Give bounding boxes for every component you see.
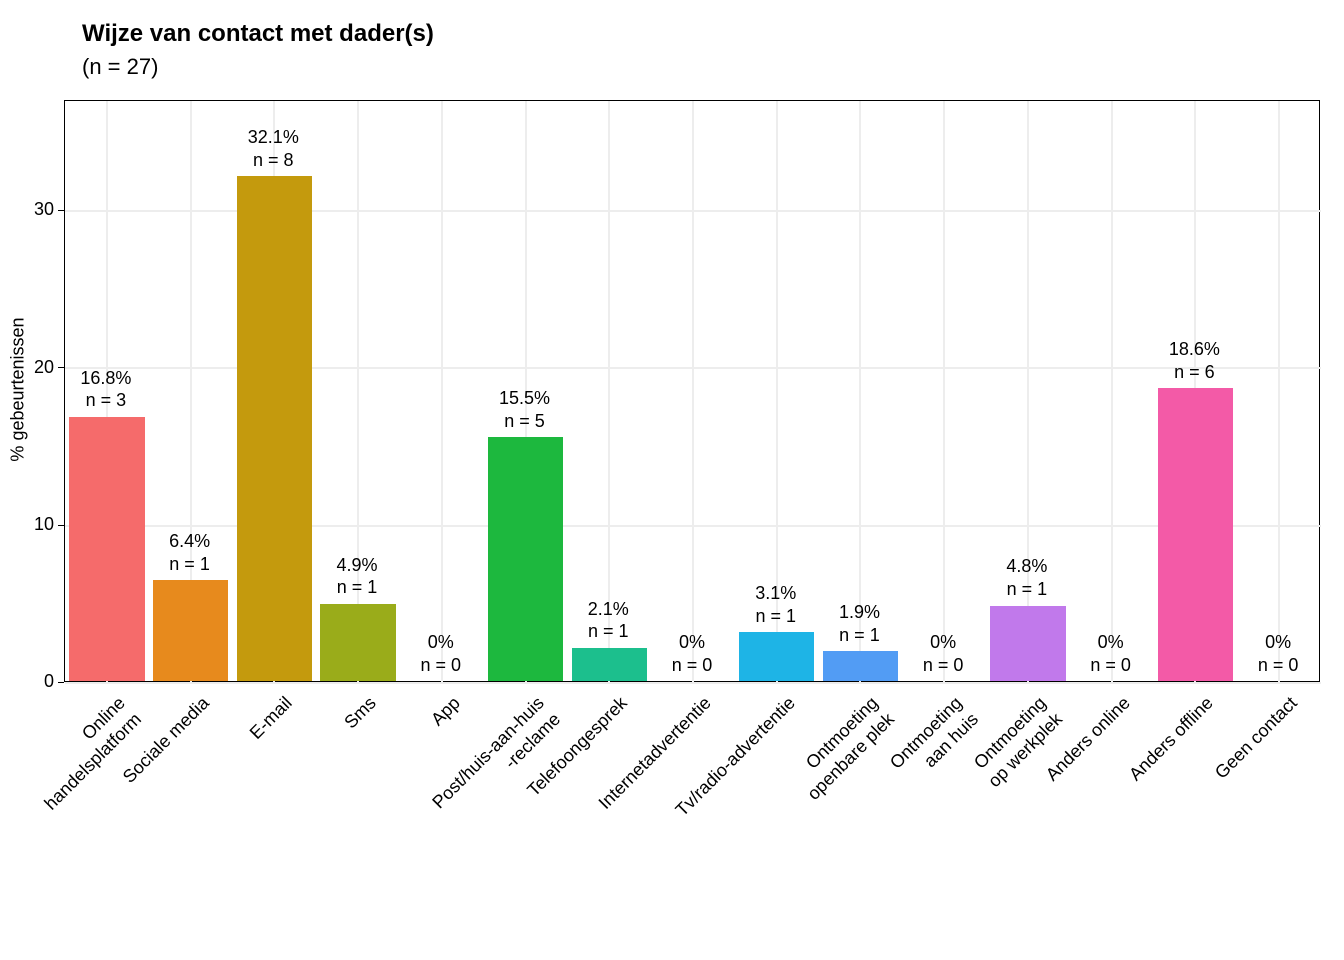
- x-axis-labels: Online handelsplatformSociale mediaE-mai…: [0, 0, 1344, 960]
- bar-chart: Wijze van contact met dader(s) (n = 27) …: [0, 0, 1344, 960]
